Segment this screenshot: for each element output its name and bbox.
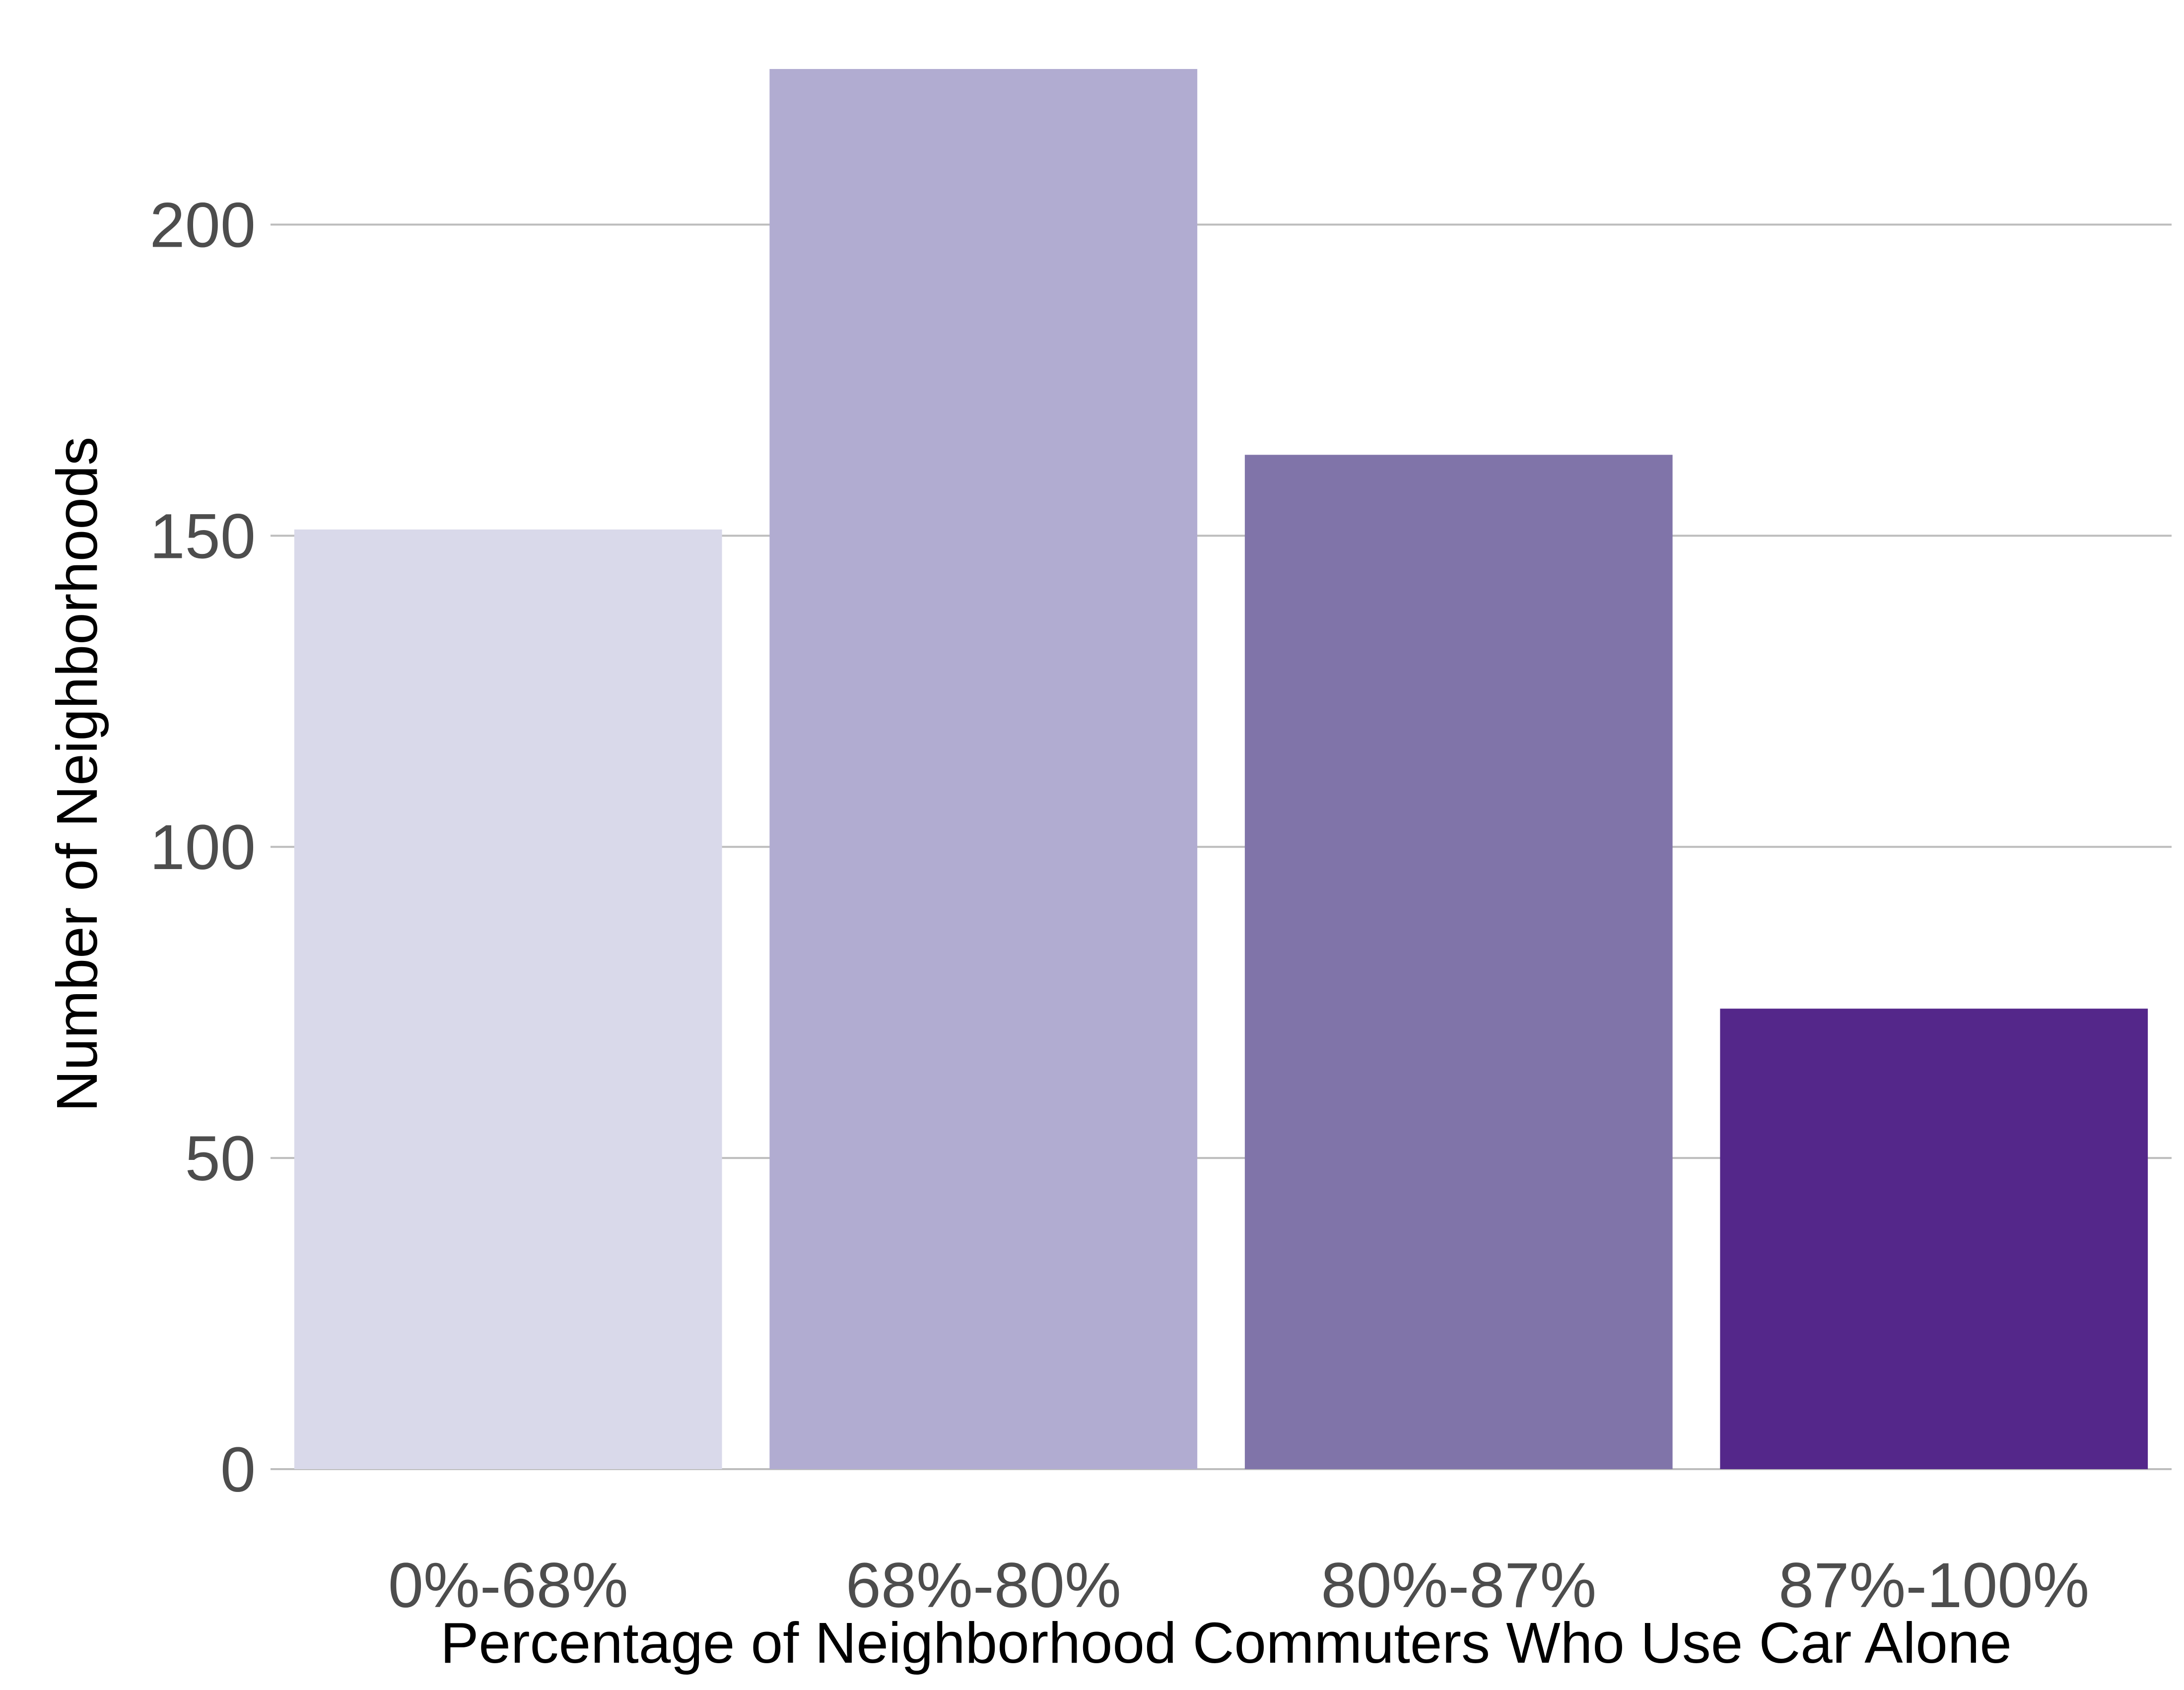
y-tick-label: 50 [185, 1123, 256, 1194]
x-tick-label: 87%-100% [1778, 1550, 2089, 1621]
x-tick-label: 0%-68% [388, 1550, 628, 1621]
bars [294, 69, 2148, 1469]
y-axis-title: Number of Neighborhoods [45, 437, 109, 1112]
y-axis-ticks: 0 50 100 150 200 [149, 190, 256, 1505]
x-axis-ticks: 0%-68% 68%-80% 80%-87% 87%-100% [388, 1550, 2090, 1621]
y-tick-label: 200 [149, 190, 256, 261]
bar-4 [1720, 1009, 2148, 1469]
y-tick-label: 100 [149, 812, 256, 883]
bar-2 [769, 69, 1198, 1469]
x-axis-title: Percentage of Neighborhood Commuters Who… [440, 1611, 2012, 1675]
y-tick-label: 0 [220, 1434, 256, 1505]
y-tick-label: 150 [149, 501, 256, 572]
x-tick-label: 68%-80% [846, 1550, 1121, 1621]
bar-3 [1244, 455, 1673, 1469]
bar-1 [294, 529, 722, 1469]
x-tick-label: 80%-87% [1321, 1550, 1596, 1621]
